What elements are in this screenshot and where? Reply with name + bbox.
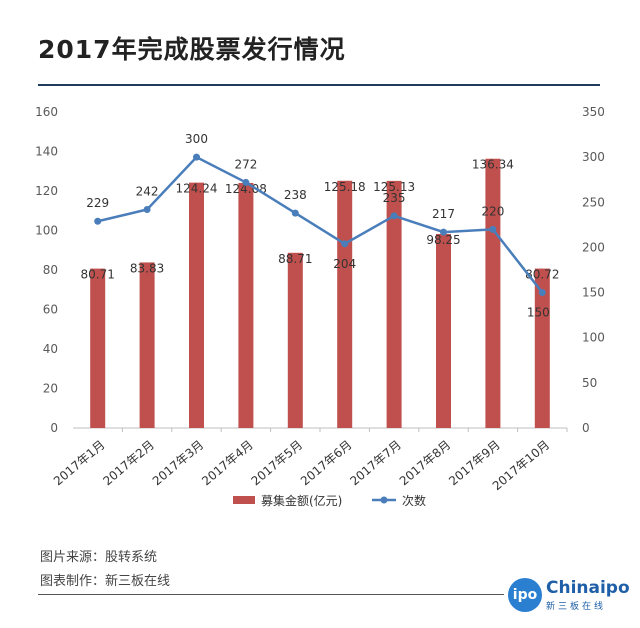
chart-title: 2017年完成股票发行情况: [38, 35, 346, 64]
line-point: [94, 217, 102, 225]
y-left-tick-label: 100: [35, 224, 58, 238]
bar: [386, 180, 402, 428]
x-tick-label: 2017年4月: [199, 438, 256, 489]
line-data-label: 220: [481, 204, 504, 218]
bar: [485, 158, 501, 428]
line-data-label: 272: [234, 157, 257, 171]
logo-badge-icon: ipo: [508, 578, 542, 612]
bar: [337, 180, 353, 428]
bar-data-label: 80.71: [81, 268, 115, 282]
legend-bar-label: 募集金额(亿元): [261, 493, 342, 508]
line-series-path: [97, 155, 544, 294]
x-tick-label: 2017年7月: [347, 438, 404, 489]
bar: [436, 233, 451, 428]
logo-subtitle: 新三板在线: [546, 602, 607, 612]
bar-data-label: 125.13: [373, 180, 415, 194]
y-right-tick-label: 300: [582, 150, 605, 164]
legend-line-label: 次数: [402, 493, 426, 508]
line-point: [440, 228, 447, 236]
y-left-tick-label: 0: [50, 421, 58, 435]
bar-data-label: 83.83: [130, 261, 164, 275]
line-point: [489, 225, 497, 233]
y-left-tick-label: 60: [43, 303, 58, 317]
bar: [189, 182, 204, 428]
logo-name: Chinaipo: [546, 578, 630, 598]
line-point: [291, 209, 299, 217]
bar-data-label: 125.18: [324, 180, 366, 194]
line-point: [390, 212, 398, 220]
source-note: 图片来源：股转系统: [40, 550, 158, 565]
y-left-tick-label: 20: [43, 382, 58, 396]
y-left-tick-label: 80: [43, 263, 58, 277]
y-right-tick-label: 250: [582, 195, 605, 209]
line-data-label: 150: [527, 306, 550, 320]
line-data-label: 300: [185, 132, 208, 146]
x-tick-label: 2017年1月: [51, 438, 108, 489]
bar-data-label: 124.24: [176, 182, 218, 196]
y-left-tick-label: 40: [43, 342, 58, 356]
bar-data-label: 80.72: [525, 268, 559, 282]
line-point: [341, 240, 349, 248]
bar-data-label: 124.08: [225, 182, 267, 196]
combo-chart: 0 20 40 60 80 100 120 140 160 0 50 100 150 200 250 300 3…: [35, 105, 605, 508]
bar: [238, 182, 254, 428]
y-left-tick-label: 120: [35, 184, 58, 198]
x-tick-label: 2017年2月: [100, 438, 157, 489]
y-right-tick-label: 150: [582, 286, 605, 300]
line-point: [143, 206, 151, 214]
line-point: [538, 289, 546, 297]
line-data-label: 238: [284, 188, 307, 202]
line-data-label: 242: [136, 185, 159, 199]
x-tick-label: 2017年3月: [150, 438, 207, 489]
x-tick-label: 2017年8月: [397, 438, 454, 489]
line-data-label: 217: [432, 207, 455, 221]
credit-note: 图表制作：新三板在线: [40, 574, 171, 589]
bar: [534, 268, 550, 428]
line-data-label: 204: [333, 257, 356, 271]
line-point: [242, 178, 250, 186]
y-right-tick-label: 100: [582, 331, 605, 345]
bar: [90, 268, 106, 428]
bar-data-label: 98.25: [426, 233, 460, 247]
footer-divider: [38, 594, 504, 595]
bar: [139, 262, 155, 428]
legend-bar-swatch: [233, 496, 255, 504]
y-right-tick-label: 0: [582, 421, 590, 435]
y-right-tick-label: 200: [582, 240, 605, 254]
y-right-tick-label: 350: [582, 105, 605, 119]
x-tick-label: 2017年6月: [298, 438, 355, 489]
legend-line-marker: [380, 496, 388, 504]
bar: [287, 252, 303, 428]
line-point: [193, 153, 200, 161]
y-left-tick-label: 140: [35, 145, 58, 159]
line-data-label: 235: [383, 191, 406, 205]
line-data-label: 229: [86, 196, 109, 210]
x-tick-label: 2017年5月: [249, 438, 306, 489]
bar-data-label: 136.34: [472, 158, 514, 172]
bar-data-label: 88.71: [278, 252, 312, 266]
title-divider: [38, 84, 600, 86]
y-left-tick-label: 160: [35, 105, 58, 119]
y-right-tick-label: 50: [582, 376, 597, 390]
chinaipo-logo: ipo Chinaipo 新三板在线: [508, 576, 630, 616]
